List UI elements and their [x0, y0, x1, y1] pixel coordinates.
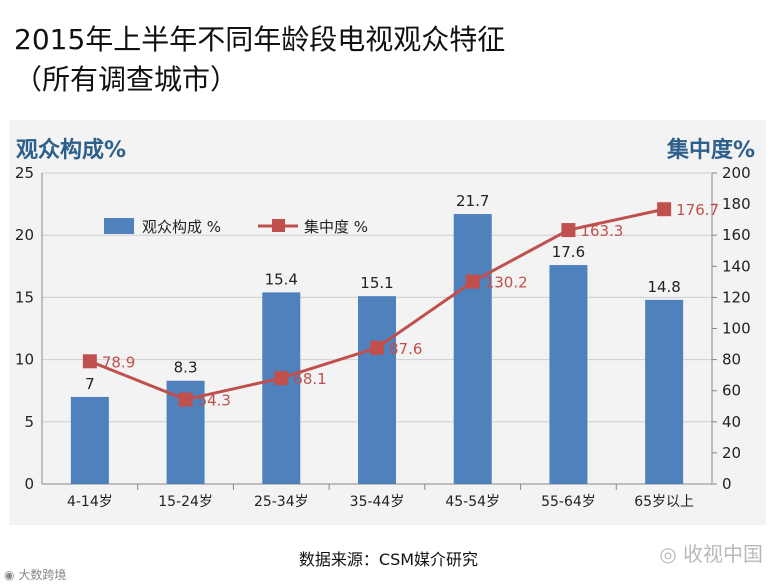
right-tick-label: 140 [722, 257, 751, 275]
legend-line-marker [272, 219, 285, 232]
line-marker [178, 392, 193, 407]
x-tick-label: 4-14岁 [67, 494, 113, 510]
line-marker [657, 202, 672, 217]
x-tick-label: 15-24岁 [158, 494, 213, 510]
right-tick-label: 100 [722, 320, 751, 338]
right-tick-label: 160 [722, 226, 751, 244]
bar-value-label: 7 [85, 375, 95, 393]
bar [358, 296, 396, 484]
line-value-label: 176.7 [676, 201, 719, 219]
left-axis-title: 观众构成% [16, 138, 127, 163]
line-marker [465, 274, 480, 289]
weibo-icon: ◉ [4, 568, 15, 582]
right-tick-label: 60 [722, 382, 741, 400]
watermark-text: 收视中国 [683, 542, 763, 566]
bar-value-label: 8.3 [174, 359, 198, 377]
bar [262, 292, 301, 484]
right-axis-title: 集中度% [666, 138, 755, 163]
bar-value-label: 15.1 [360, 274, 393, 292]
source-note: 数据来源：CSM媒介研究 [298, 550, 479, 569]
chart-subtitle: （所有调查城市） [14, 63, 239, 96]
legend-bar-swatch [104, 218, 134, 234]
line-value-label: 54.3 [198, 392, 231, 410]
bar-value-label: 14.8 [647, 278, 680, 296]
legend-bar-label: 观众构成 % [142, 218, 221, 236]
bar [645, 299, 684, 484]
right-tick-label: 180 [722, 195, 751, 213]
right-tick-label: 20 [722, 444, 741, 462]
line-value-label: 87.6 [389, 340, 422, 358]
corner-watermark: ◉ 大数跨境 [4, 566, 66, 583]
x-tick-label: 25-34岁 [254, 494, 309, 510]
bar-value-label: 17.6 [552, 243, 585, 261]
wechat-icon: ◎ [659, 542, 677, 566]
line-marker [370, 340, 384, 355]
watermark: ◎ 收视中国 [659, 538, 763, 567]
left-tick-label: 10 [15, 351, 34, 369]
bar [453, 214, 492, 484]
line-value-label: 130.2 [485, 274, 528, 292]
line-value-label: 68.1 [293, 370, 326, 388]
bar [70, 396, 109, 484]
x-tick-label: 55-64岁 [541, 494, 596, 510]
x-tick-label: 65岁以上 [634, 494, 694, 510]
line-marker [82, 354, 97, 369]
right-tick-label: 200 [722, 164, 751, 182]
left-tick-label: 25 [15, 164, 34, 182]
bar [549, 265, 588, 484]
line-marker [561, 223, 576, 238]
right-tick-label: 40 [722, 413, 741, 431]
left-tick-label: 20 [15, 226, 34, 244]
line-marker [274, 371, 289, 386]
left-tick-label: 5 [24, 413, 34, 431]
right-tick-label: 0 [722, 475, 732, 493]
x-tick-label: 45-54岁 [445, 494, 500, 510]
legend-line-label: 集中度 % [304, 218, 368, 236]
chart-title: 2015年上半年不同年龄段电视观众特征 [14, 23, 506, 56]
x-tick-label: 35-44岁 [350, 494, 405, 510]
bar-value-label: 15.4 [265, 270, 298, 288]
left-tick-label: 0 [24, 475, 34, 493]
line-value-label: 78.9 [102, 353, 135, 371]
right-tick-label: 80 [722, 351, 741, 369]
corner-watermark-text: 大数跨境 [18, 568, 67, 582]
line-value-label: 163.3 [580, 222, 623, 240]
bar-value-label: 21.7 [456, 192, 489, 210]
left-tick-label: 15 [15, 288, 34, 306]
right-tick-label: 120 [722, 288, 751, 306]
